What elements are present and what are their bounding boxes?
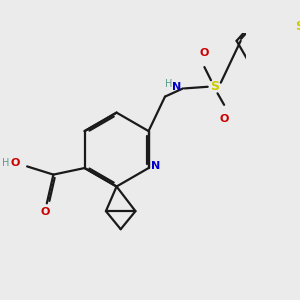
Text: S: S — [295, 20, 300, 33]
Text: O: O — [219, 114, 229, 124]
Text: N: N — [151, 161, 160, 171]
Text: N: N — [172, 82, 181, 92]
Text: O: O — [11, 158, 20, 168]
Text: O: O — [200, 48, 209, 58]
Text: O: O — [40, 207, 50, 217]
Text: S: S — [210, 80, 219, 93]
Text: H: H — [165, 79, 172, 89]
Text: H: H — [2, 158, 10, 168]
